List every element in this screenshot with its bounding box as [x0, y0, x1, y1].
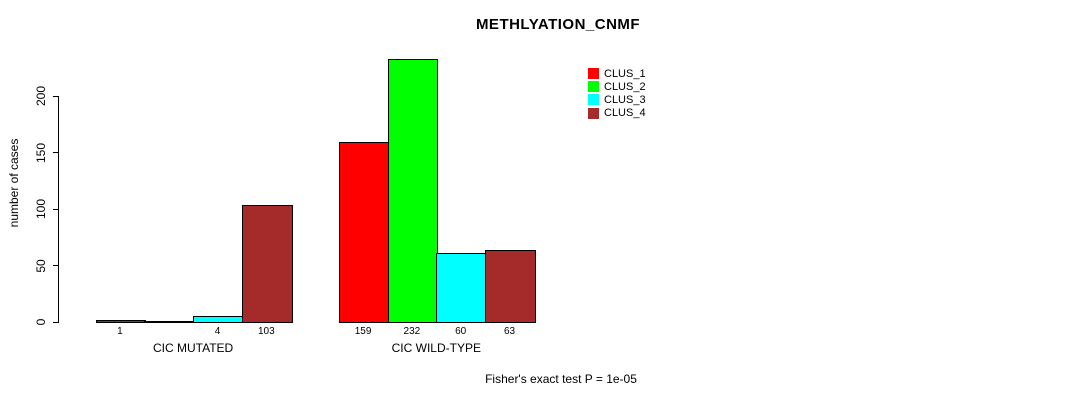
legend-item: CLUS_4 — [588, 107, 646, 120]
y-tick-mark — [52, 265, 58, 267]
legend-item: CLUS_3 — [588, 93, 646, 106]
y-tick-mark — [52, 152, 58, 154]
bar — [95, 319, 147, 323]
bar-value-label: 4 — [214, 326, 221, 337]
bar-value-label: 159 — [354, 326, 372, 337]
bar-value-label: 103 — [257, 326, 275, 337]
legend-color-swatch — [588, 94, 599, 106]
legend-color-swatch — [588, 81, 599, 93]
y-tick-mark — [52, 95, 58, 97]
y-tick-label: 50 — [34, 258, 48, 273]
legend-item-label: CLUS_1 — [604, 67, 646, 80]
y-tick-mark — [52, 208, 58, 210]
legend: CLUS_1 CLUS_2 CLUS_3 CLUS_4 — [588, 67, 646, 120]
y-tick-label: 0 — [34, 318, 48, 326]
group-label: CIC WILD-TYPE — [391, 341, 481, 355]
bar-value-label: 63 — [503, 326, 516, 337]
legend-item-label: CLUS_2 — [604, 80, 646, 93]
bar-value-label: 60 — [455, 326, 467, 337]
legend-item: CLUS_1 — [588, 67, 646, 80]
footnote: Fisher's exact test P = 1e-05 — [485, 372, 637, 386]
bar — [485, 249, 536, 323]
y-axis-line — [57, 96, 59, 323]
bar — [193, 316, 244, 323]
chart-title: METHLYATION_CNMF — [475, 16, 641, 33]
bar — [387, 59, 439, 323]
bar — [241, 204, 293, 323]
legend-item-label: CLUS_4 — [604, 107, 646, 120]
y-tick-label: 150 — [34, 142, 48, 163]
group-label: CIC MUTATED — [152, 341, 234, 355]
bar-value-label: 232 — [403, 326, 421, 337]
bar-value-label: 1 — [117, 326, 123, 337]
legend-item: CLUS_2 — [588, 80, 646, 93]
y-tick-mark — [52, 321, 58, 323]
legend-color-swatch — [588, 68, 599, 80]
bar — [144, 321, 196, 323]
bar — [436, 253, 488, 323]
y-axis-label: number of cases — [7, 138, 21, 228]
legend-color-swatch — [588, 107, 599, 119]
legend-item-label: CLUS_3 — [604, 93, 646, 106]
y-tick-label: 100 — [34, 199, 48, 220]
y-tick-label: 200 — [34, 86, 48, 107]
bar — [338, 141, 390, 323]
